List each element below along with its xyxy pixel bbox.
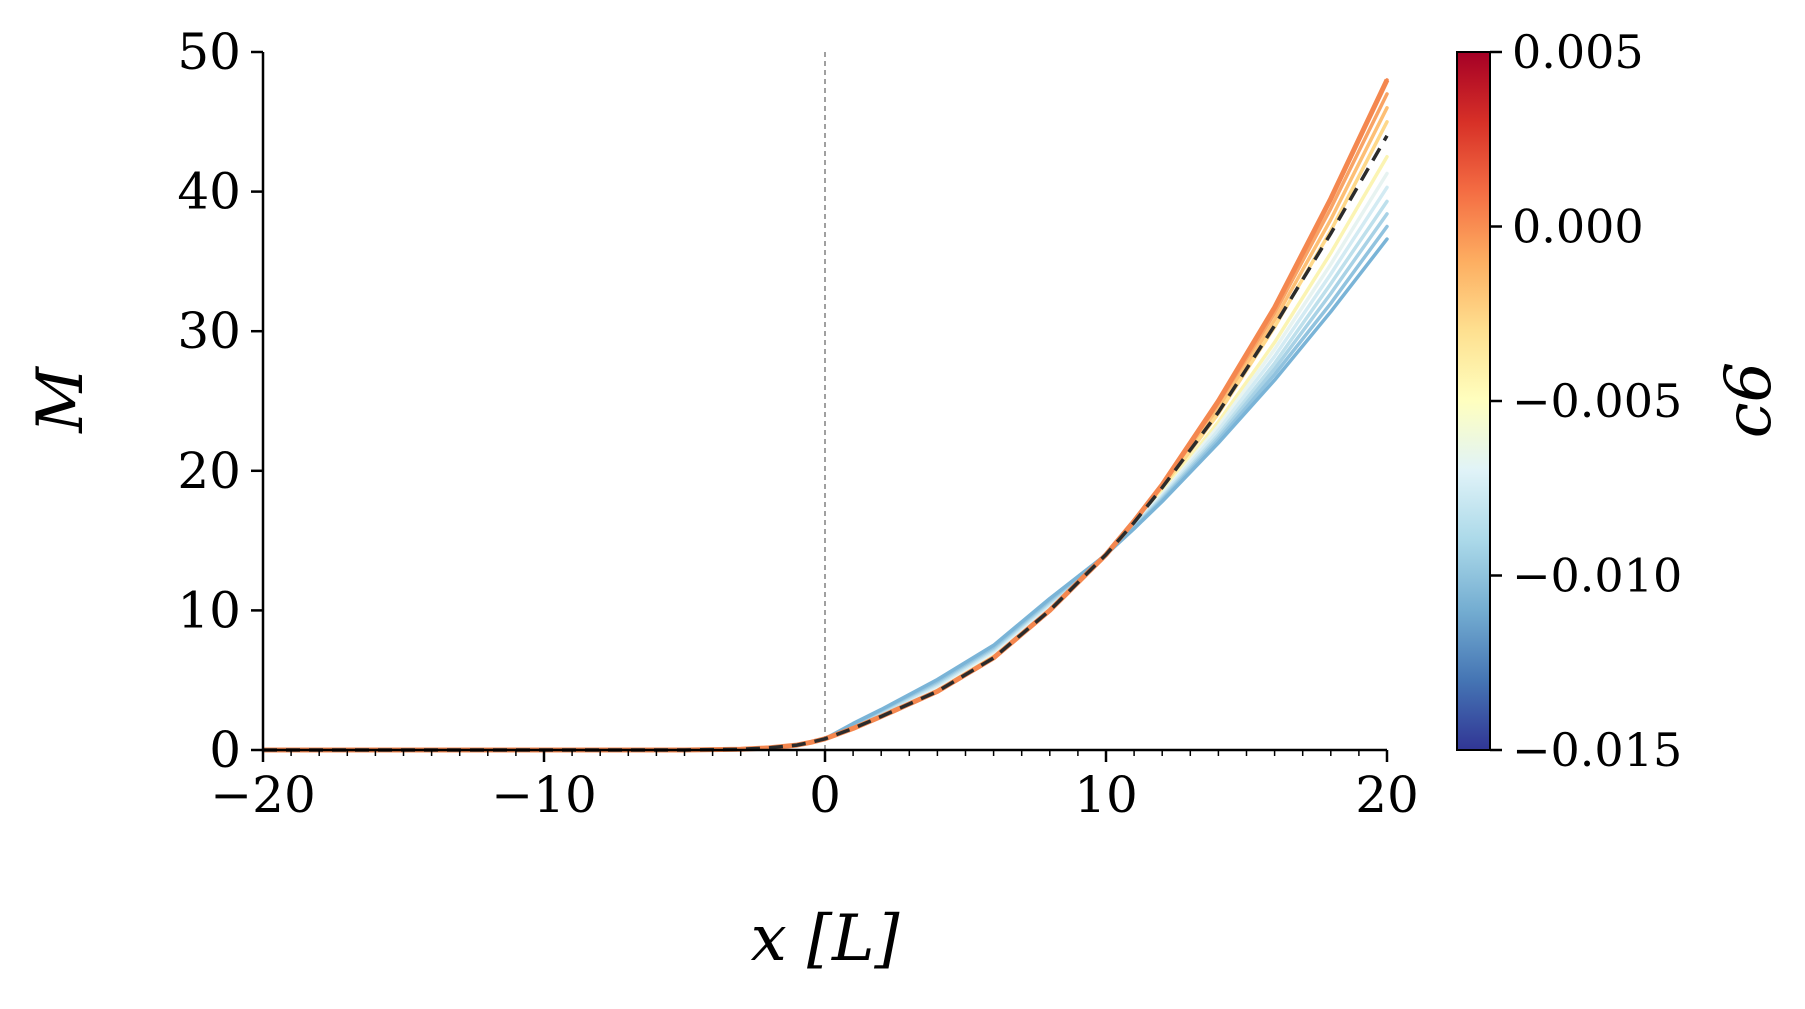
colorbar-tick-label: −0.010 [1512, 549, 1682, 603]
colorbar-ticks: 0.005 0.000 −0.005 −0.010 −0.015 [1490, 25, 1682, 777]
series-line-8 [261, 212, 1389, 752]
y-axis-title: M [24, 366, 98, 434]
x-tick-label: −20 [210, 766, 316, 824]
x-tick-label: −10 [491, 766, 597, 824]
colorbar-tick-label: 0.005 [1512, 25, 1644, 79]
y-ticks: 0 10 20 30 40 50 [177, 23, 263, 779]
y-tick-label: 0 [209, 721, 241, 779]
colorbar-tick-label: −0.015 [1512, 723, 1682, 777]
y-tick-label: 20 [177, 442, 241, 500]
x-tick-label: 20 [1355, 766, 1419, 824]
colorbar-tick-label: 0.000 [1512, 200, 1644, 254]
colorbar [1456, 51, 1491, 751]
y-tick-label: 40 [177, 163, 241, 221]
y-tick-label: 50 [177, 23, 241, 81]
colorbar-title: c6 [1712, 362, 1786, 439]
y-tick-label: 30 [177, 302, 241, 360]
x-tick-label: 10 [1074, 766, 1138, 824]
y-tick-label: 10 [177, 581, 241, 639]
x-ticks: −20 −10 0 10 20 [210, 750, 1419, 824]
colorbar-tick-label: −0.005 [1512, 374, 1682, 428]
x-axis-title: x [L] [751, 902, 901, 976]
x-tick-label: 0 [809, 766, 841, 824]
